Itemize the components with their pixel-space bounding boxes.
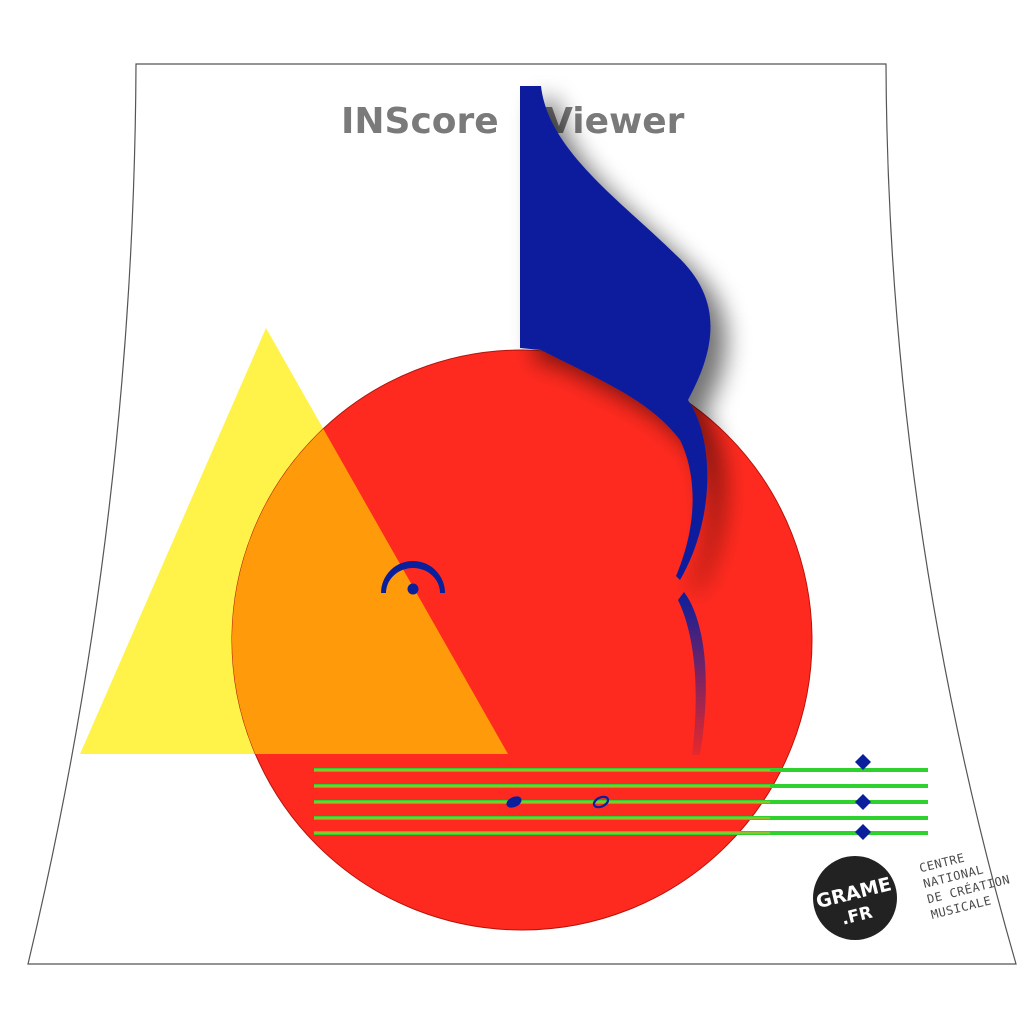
diamond-marker <box>855 794 871 810</box>
music-staff-icon <box>314 768 928 835</box>
app-title-left: INScore <box>341 101 499 142</box>
sixteenth-note-icon <box>520 86 711 580</box>
overlap-region <box>232 350 508 754</box>
grame-logo: GRAME .FR <box>813 856 897 940</box>
note-tail <box>678 592 706 755</box>
diamond-marker <box>855 824 871 840</box>
open-notehead <box>592 795 610 809</box>
filled-notehead <box>506 796 522 808</box>
diamond-marker <box>855 754 871 770</box>
app-title-right: Viewer <box>545 101 685 142</box>
fermata-icon <box>381 561 445 595</box>
